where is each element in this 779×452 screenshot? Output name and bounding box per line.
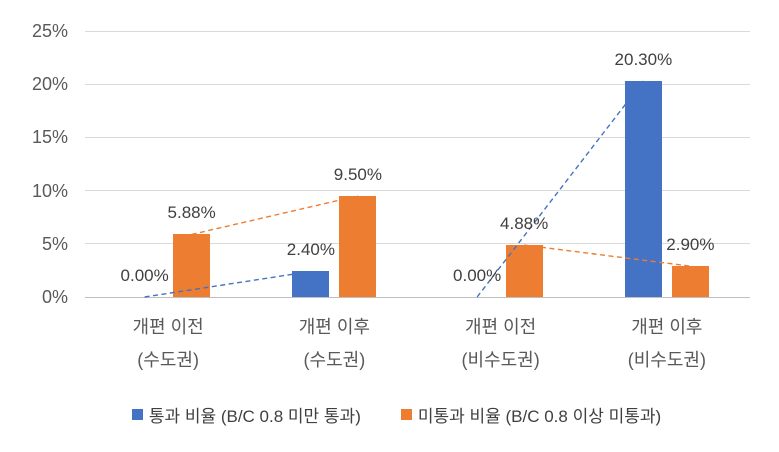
- data-label: 2.40%: [286, 240, 335, 260]
- category-label: 개편 이후 (수도권): [244, 311, 424, 377]
- data-label: 2.90%: [666, 235, 715, 255]
- legend-label-pass-ratio: 통과 비율 (B/C 0.8 미만 통과): [148, 407, 361, 426]
- category-label-line2: (수도권): [303, 350, 366, 370]
- legend-item-fail-ratio: 미통과 비율 (B/C 0.8 이상 미통과): [400, 402, 662, 427]
- gridline: [85, 83, 750, 85]
- gridline: [85, 243, 750, 245]
- y-axis-tick-label: 15%: [31, 127, 68, 148]
- category-label: 개편 이후 (비수도권): [577, 311, 757, 377]
- legend: 통과 비율 (B/C 0.8 미만 통과) 미통과 비율 (B/C 0.8 이상…: [0, 402, 779, 427]
- fail-ratio-bar: [505, 245, 543, 297]
- data-label: 0.00%: [453, 266, 502, 285]
- legend-item-pass-ratio: 통과 비율 (B/C 0.8 미만 통과): [131, 402, 361, 427]
- y-axis-tick-label: 10%: [31, 180, 68, 201]
- x-axis-line: [85, 296, 750, 298]
- blue-dashed-trend-line: [144, 270, 311, 298]
- orange-square-legend-marker: [400, 409, 412, 420]
- data-label: 0.00%: [120, 266, 169, 285]
- pass-ratio-bar: [624, 81, 662, 297]
- data-label: 9.50%: [333, 164, 382, 184]
- fail-ratio-bar: [339, 195, 377, 297]
- orange-dashed-trend-line: [191, 195, 359, 236]
- category-label-line1: 개편 이전: [465, 317, 537, 337]
- category-label-line1: 개편 이후: [631, 317, 703, 337]
- fail-ratio-bar: [173, 234, 211, 297]
- gridline: [85, 136, 750, 138]
- category-label-line2: (비수도권): [461, 350, 540, 370]
- data-label: 20.30%: [614, 50, 673, 69]
- pass-ratio-bar: [292, 271, 330, 297]
- blue-square-legend-marker: [131, 409, 143, 420]
- category-label-line2: (비수도권): [627, 350, 706, 370]
- data-label: 4.88%: [500, 214, 549, 234]
- category-label-line1: 개편 이후: [298, 317, 370, 337]
- gridline: [85, 30, 750, 32]
- legend-label-fail-ratio: 미통과 비율 (B/C 0.8 이상 미통과): [417, 407, 662, 426]
- y-axis-tick-label: 0%: [41, 287, 68, 307]
- category-label-line1: 개편 이전: [132, 317, 204, 337]
- y-axis-tick-label: 5%: [41, 233, 68, 254]
- data-label: 5.88%: [167, 203, 216, 223]
- y-axis-tick-label: 20%: [31, 74, 68, 95]
- fail-ratio-bar: [671, 266, 709, 297]
- gridline: [85, 190, 750, 192]
- category-label-line2: (수도권): [137, 350, 199, 370]
- y-axis-tick-label: 25%: [31, 21, 68, 41]
- blue-dashed-trend-line: [476, 80, 644, 298]
- category-label: 개편 이전 (비수도권): [411, 311, 591, 377]
- category-label: 개편 이전 (수도권): [78, 311, 258, 377]
